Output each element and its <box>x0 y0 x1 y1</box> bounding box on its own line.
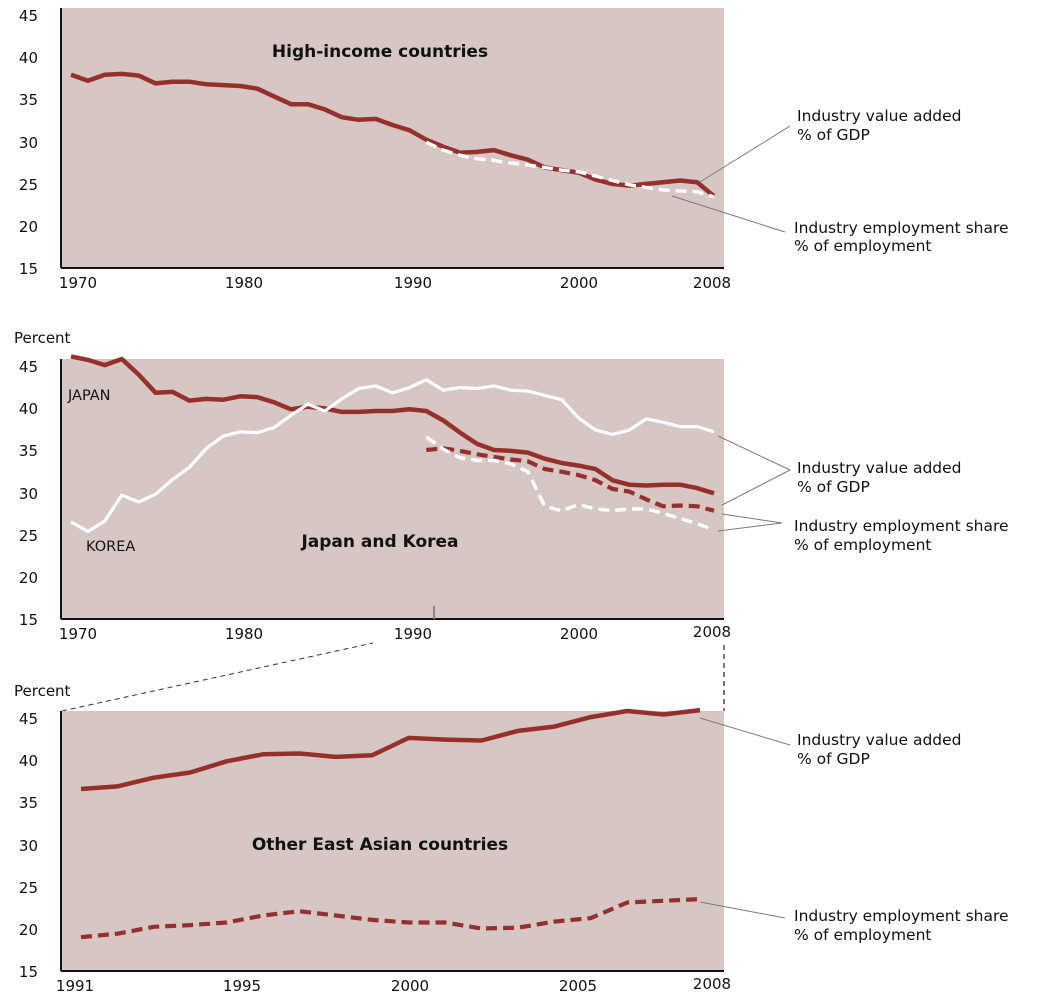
panel-japan-korea: Percent Japan and Korea JAPAN KOREA 45 4… <box>14 329 1009 643</box>
y-tick-label: 25 <box>19 176 38 194</box>
annotation-label: Industry value added <box>797 459 962 477</box>
y-unit-label: Percent <box>14 329 71 347</box>
x-tick-label: 2008 <box>693 274 731 292</box>
y-tick-label: 25 <box>19 879 38 897</box>
x-tick-label: 1980 <box>225 274 263 292</box>
series-line-dashed-maroon <box>80 897 701 940</box>
y-tick-label: 15 <box>19 611 38 629</box>
y-tick-label: 20 <box>19 218 38 236</box>
panel-title: Japan and Korea <box>300 532 458 552</box>
y-tick-label: 20 <box>19 569 38 587</box>
annotation-leader <box>671 195 786 233</box>
panel-title: High-income countries <box>272 42 488 62</box>
x-tick-label: 2000 <box>391 977 429 995</box>
annotation-leader <box>721 513 783 524</box>
panel-title: Other East Asian countries <box>252 835 508 855</box>
x-tick-label: 1990 <box>394 274 432 292</box>
annotation-label: % of GDP <box>797 750 870 768</box>
annotation-label: % of employment <box>794 237 932 255</box>
x-tick-label: 2005 <box>559 977 597 995</box>
y-tick-label: 45 <box>19 358 38 376</box>
annotation-label: % of employment <box>794 536 932 554</box>
x-tick-label: 2000 <box>560 274 598 292</box>
y-tick-label: 15 <box>19 260 38 278</box>
y-tick-label: 40 <box>19 752 38 770</box>
x-tick-label: 1991 <box>56 977 94 995</box>
y-unit-label: Percent <box>14 682 71 700</box>
country-label: JAPAN <box>67 388 111 404</box>
x-tick-label: 1990 <box>394 625 432 643</box>
annotation-label: Industry value added <box>797 107 962 125</box>
country-label: KOREA <box>86 539 135 555</box>
annotation-leader <box>699 901 786 919</box>
annotation-label: % of employment <box>794 926 932 944</box>
series-line-solid-white-korea <box>70 378 715 534</box>
series-line-solid-maroon <box>70 71 716 198</box>
annotation-label: Industry employment share <box>794 907 1009 925</box>
plot-area-high-income <box>62 8 724 268</box>
y-tick-label: 40 <box>19 49 38 67</box>
panel-other-east-asia: Percent Other East Asian countries 45 40… <box>14 682 1009 995</box>
y-tick-label: 35 <box>19 794 38 812</box>
x-tick-label: 1970 <box>59 625 97 643</box>
annotation-leader <box>717 522 783 532</box>
zoom-connector-line <box>61 642 374 712</box>
panel-high-income: High-income countries 45 40 35 30 25 20 … <box>19 7 1009 292</box>
y-tick-label: 35 <box>19 442 38 460</box>
series-line-solid-maroon-japan <box>70 354 715 496</box>
x-tick-label: 1995 <box>223 977 261 995</box>
series-layer-high-income <box>70 71 716 199</box>
annotation-leader <box>717 435 791 471</box>
series-line-solid-maroon <box>80 707 701 792</box>
x-tick-label: 1970 <box>59 274 97 292</box>
annotation-label: Industry employment share <box>794 517 1009 535</box>
y-tick-label: 30 <box>19 837 38 855</box>
series-layer-other-east-asia <box>80 707 701 940</box>
annotation-leader <box>699 717 791 746</box>
y-tick-label: 35 <box>19 91 38 109</box>
x-tick-label: 2008 <box>693 623 731 641</box>
y-tick-label: 20 <box>19 921 38 939</box>
y-tick-label: 40 <box>19 400 38 418</box>
annotation-label: % of GDP <box>797 126 870 144</box>
x-tick-label: 2000 <box>560 625 598 643</box>
series-layer-japan-korea <box>70 354 715 534</box>
x-tick-label: 2008 <box>693 975 731 993</box>
annotation-leader <box>699 125 791 183</box>
y-tick-label: 30 <box>19 134 38 152</box>
annotation-label: Industry value added <box>797 731 962 749</box>
y-tick-label: 45 <box>19 7 38 25</box>
y-tick-label: 45 <box>19 710 38 728</box>
y-tick-label: 30 <box>19 485 38 503</box>
y-tick-label: 25 <box>19 527 38 545</box>
annotation-label: % of GDP <box>797 478 870 496</box>
y-tick-label: 15 <box>19 963 38 981</box>
x-tick-label: 1980 <box>225 625 263 643</box>
annotation-leader <box>721 469 791 506</box>
annotation-label: Industry employment share <box>794 219 1009 237</box>
series-line-dashed-white <box>425 140 715 199</box>
series-line-dashed-white-korea <box>425 435 715 532</box>
